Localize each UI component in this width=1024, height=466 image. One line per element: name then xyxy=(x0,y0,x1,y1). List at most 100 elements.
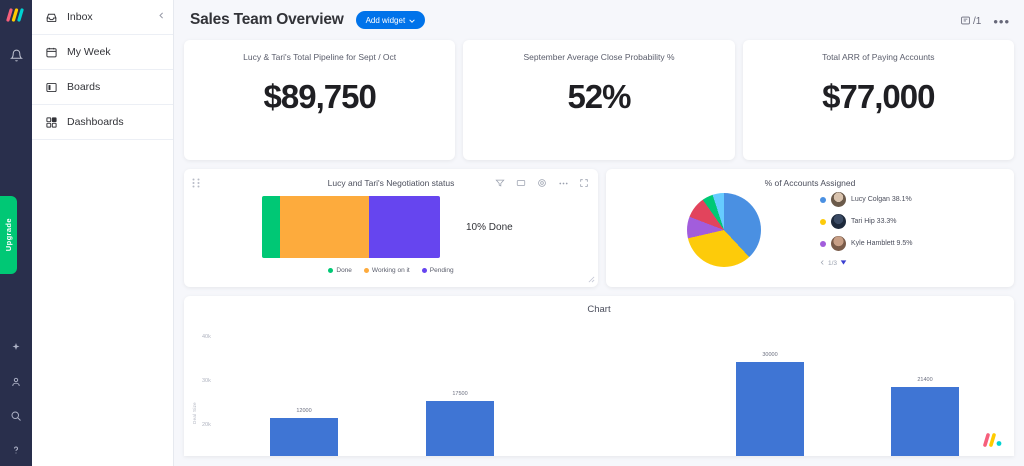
board-count-label: /1 xyxy=(973,16,982,27)
legend-item-done[interactable]: Done xyxy=(328,267,352,274)
more-options-icon[interactable] xyxy=(557,177,569,189)
pie-chart[interactable] xyxy=(687,193,761,267)
chart-title: Chart xyxy=(587,304,611,315)
left-rail: Upgrade xyxy=(0,0,32,466)
y-axis-label: Deal Size xyxy=(192,402,197,424)
stacked-bar[interactable] xyxy=(262,196,440,258)
bar-item[interactable]: 21400 xyxy=(891,377,959,456)
bar-value-label: 12000 xyxy=(296,408,312,415)
help-question-icon[interactable] xyxy=(6,440,26,460)
more-options-button[interactable]: ••• xyxy=(993,14,1010,29)
sidebar-collapse-button[interactable] xyxy=(155,9,168,22)
sidebar-item-my-week[interactable]: My Week xyxy=(32,35,173,70)
pie-legend-label: Kyle Hamblett 9.5% xyxy=(851,240,913,247)
kpi-value: $89,750 xyxy=(263,78,377,115)
bar-value-label: 30000 xyxy=(762,352,778,359)
y-tick-label: 20k xyxy=(202,422,211,428)
upgrade-label: Upgrade xyxy=(4,218,13,252)
pie-legend: Lucy Colgan 38.1% Tari Hip 33.3% Kyle Ha… xyxy=(820,192,912,268)
board-people-icon xyxy=(960,15,971,29)
kpi-value: $77,000 xyxy=(822,78,935,115)
stacked-bar-chart: 10% Done xyxy=(184,188,598,258)
invite-person-icon[interactable] xyxy=(6,372,26,392)
expand-fullscreen-icon[interactable] xyxy=(578,177,590,189)
kpi-card-pipeline[interactable]: Lucy & Tari's Total Pipeline for Sept / … xyxy=(184,40,456,160)
nav-sidebar: Inbox My Week Boards xyxy=(32,0,174,466)
rail-bottom-icons xyxy=(0,338,32,460)
dashboard-header: Sales Team Overview Add widget /1 ••• xyxy=(184,0,1014,40)
drag-handle-icon[interactable] xyxy=(192,178,200,189)
pie-chart-wrap xyxy=(606,193,766,267)
bar-value-label: 21400 xyxy=(917,377,933,384)
pie-legend-dot xyxy=(820,196,826,203)
pie-legend-item-kyle[interactable]: Kyle Hamblett 9.5% xyxy=(820,236,912,251)
avatar xyxy=(831,192,846,207)
accounts-assigned-widget[interactable]: % of Accounts Assigned Lucy Colgan 38.1% xyxy=(606,169,1014,287)
sidebar-item-label: My Week xyxy=(67,46,111,58)
kpi-card-total-arr[interactable]: Total ARR of Paying Accounts $77,000 xyxy=(742,40,1014,160)
upgrade-button[interactable]: Upgrade xyxy=(0,196,17,274)
avatar xyxy=(831,236,846,251)
sidebar-item-inbox[interactable]: Inbox xyxy=(32,0,173,35)
sidebar-item-label: Inbox xyxy=(67,11,93,23)
pager-label: 1/3 xyxy=(828,260,838,267)
resize-corner-icon[interactable] xyxy=(588,276,595,285)
settings-gear-icon[interactable] xyxy=(536,177,548,189)
sidebar-item-boards[interactable]: Boards xyxy=(32,70,173,105)
monday-logo-icon[interactable] xyxy=(5,6,27,24)
widget-toolbar xyxy=(494,177,590,189)
legend-label: Working on it xyxy=(371,267,410,274)
chart-plot-area: Deal Size 40k 30k 20k 12000 17500 30000 xyxy=(184,320,1014,456)
add-widget-label: Add widget xyxy=(365,15,406,25)
notifications-bell-icon[interactable] xyxy=(5,44,27,66)
pager-down-icon[interactable] xyxy=(840,259,847,268)
bar-rect xyxy=(736,362,804,456)
pie-legend-pager[interactable]: 1/3 xyxy=(820,259,912,268)
add-widget-button[interactable]: Add widget xyxy=(355,11,426,29)
bar-rect xyxy=(891,387,959,456)
bar-segment-done xyxy=(262,196,280,258)
search-icon[interactable] xyxy=(6,406,26,426)
monday-watermark-logo-icon xyxy=(982,432,1004,448)
negotiation-status-widget[interactable]: Lucy and Tari's Negotiation status xyxy=(184,169,598,287)
bar-item[interactable]: 12000 xyxy=(270,408,338,456)
bar-rect xyxy=(426,401,494,456)
bottom-chart-widget[interactable]: Chart Deal Size 40k 30k 20k 12000 17500 xyxy=(184,296,1014,456)
bar-series: 12000 17500 30000 21400 xyxy=(228,326,994,456)
legend-dot-done xyxy=(328,268,334,273)
pie-legend-label: Lucy Colgan 38.1% xyxy=(851,196,912,203)
page-title: Sales Team Overview xyxy=(190,11,344,28)
filter-icon[interactable] xyxy=(494,177,506,189)
pie-legend-item-lucy[interactable]: Lucy Colgan 38.1% xyxy=(820,192,912,207)
kpi-label: September Average Close Probability % xyxy=(523,52,675,62)
inbox-icon xyxy=(44,10,58,24)
pie-legend-item-tari[interactable]: Tari Hip 33.3% xyxy=(820,214,912,229)
legend-label: Pending xyxy=(429,267,454,274)
dashboards-grid-icon xyxy=(44,115,58,129)
legend-dot-pending xyxy=(421,268,427,273)
legend-item-pending[interactable]: Pending xyxy=(421,267,454,274)
bar-value-label: 17500 xyxy=(452,391,468,398)
bar-item[interactable]: 17500 xyxy=(426,391,494,456)
y-tick-label: 30k xyxy=(202,378,211,384)
kpi-label: Total ARR of Paying Accounts xyxy=(822,52,935,62)
stacked-bar-caption: 10% Done xyxy=(466,221,513,233)
legend-item-working-on-it[interactable]: Working on it xyxy=(363,267,410,274)
board-count[interactable]: /1 xyxy=(960,15,981,29)
bar-item[interactable]: 30000 xyxy=(736,352,804,456)
sidebar-item-label: Dashboards xyxy=(67,116,124,128)
legend-label: Done xyxy=(336,267,352,274)
widget-row: Lucy and Tari's Negotiation status xyxy=(184,169,1014,287)
pie-legend-dot xyxy=(820,240,826,247)
sidebar-item-dashboards[interactable]: Dashboards xyxy=(32,105,173,140)
avatar xyxy=(831,214,846,229)
sparkle-icon[interactable] xyxy=(6,338,26,358)
kpi-card-close-probability[interactable]: September Average Close Probability % 52… xyxy=(463,40,735,160)
card-view-icon[interactable] xyxy=(515,177,527,189)
pager-left-icon[interactable] xyxy=(820,260,825,267)
boards-icon xyxy=(44,80,58,94)
bar-segment-pending xyxy=(368,196,440,258)
widget-title: Lucy and Tari's Negotiation status xyxy=(327,178,455,188)
chevron-down-icon xyxy=(409,16,415,25)
